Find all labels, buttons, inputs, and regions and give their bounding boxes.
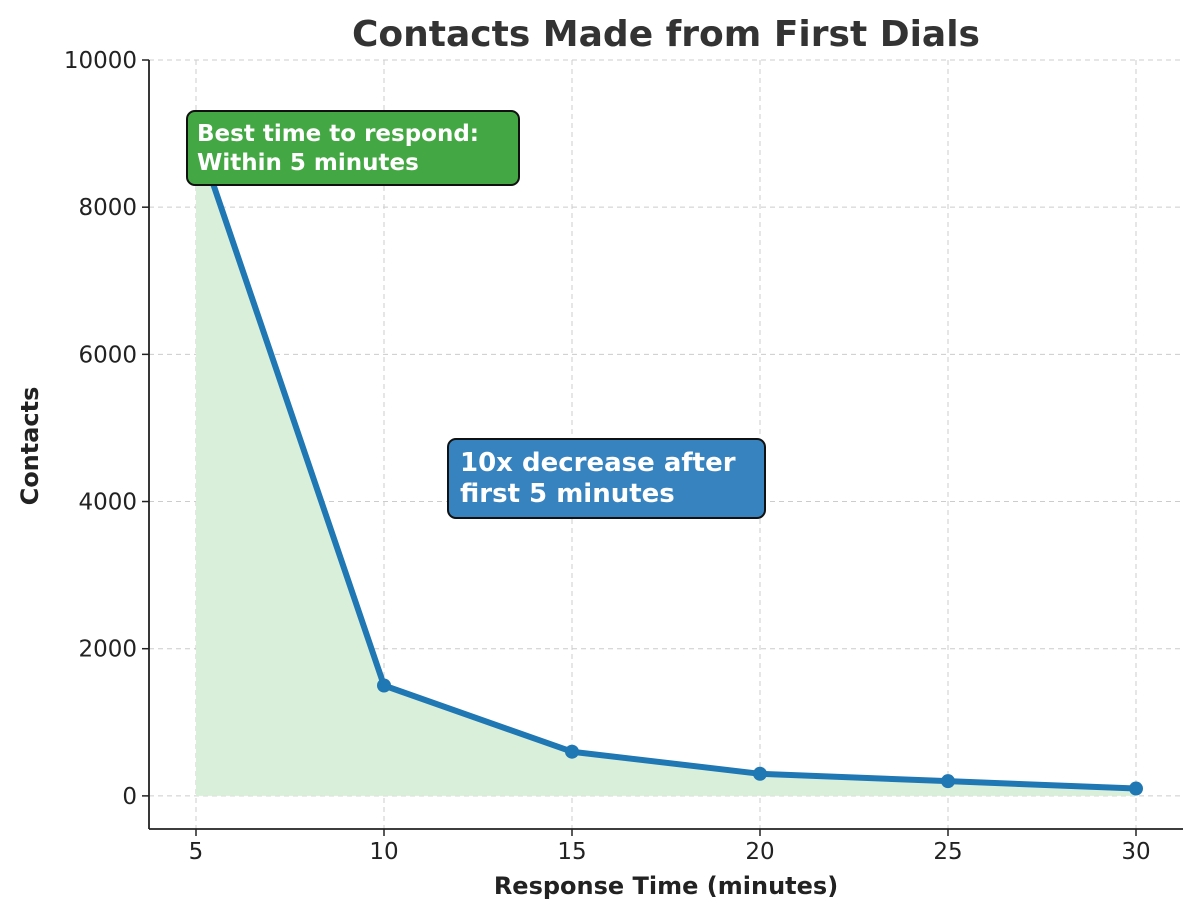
series-line: [193, 130, 1139, 792]
y-tick-label: 10000: [64, 48, 137, 74]
y-axis-label: Contacts: [16, 387, 44, 506]
x-tick-label: 30: [1121, 839, 1150, 865]
area-fill-layer: [196, 133, 1136, 796]
annotation-background: [447, 438, 766, 519]
annotation-background: [186, 110, 520, 186]
data-point: [565, 744, 579, 759]
x-tick-label: 5: [189, 839, 204, 865]
y-tick-label: 6000: [78, 342, 137, 368]
chart-title: Contacts Made from First Dials: [352, 14, 980, 55]
annotation-text: Within 5 minutes: [197, 150, 419, 176]
annotation-text: Best time to respond:: [197, 121, 479, 147]
x-tick-label: 25: [933, 839, 962, 865]
annotations: Best time to respond: Within 5 minutes 10x…: [186, 110, 766, 519]
data-point: [377, 678, 391, 693]
series-layer: [189, 126, 1143, 796]
axes: 5 10 15 20 25 30 0 2000 4000 6000 8000 10000: [64, 48, 1183, 865]
annotation-text: 10x decrease after: [460, 448, 736, 478]
x-axis-label: Response Time (minutes): [494, 872, 838, 900]
x-tick-label: 10: [369, 839, 398, 865]
x-tick-label: 20: [745, 839, 774, 865]
y-tick-label: 8000: [78, 195, 137, 221]
y-tick-label: 4000: [78, 490, 137, 516]
x-tick-label: 15: [557, 839, 586, 865]
data-point: [1129, 781, 1143, 796]
annotation-box: Best time to respond: Within 5 minutes: [186, 110, 520, 186]
annotation-text: first 5 minutes: [460, 479, 675, 509]
data-point: [941, 774, 955, 789]
area-fill: [196, 133, 1136, 796]
y-tick-label: 0: [122, 784, 137, 810]
y-tick-label: 2000: [78, 637, 137, 663]
data-point: [753, 766, 767, 781]
